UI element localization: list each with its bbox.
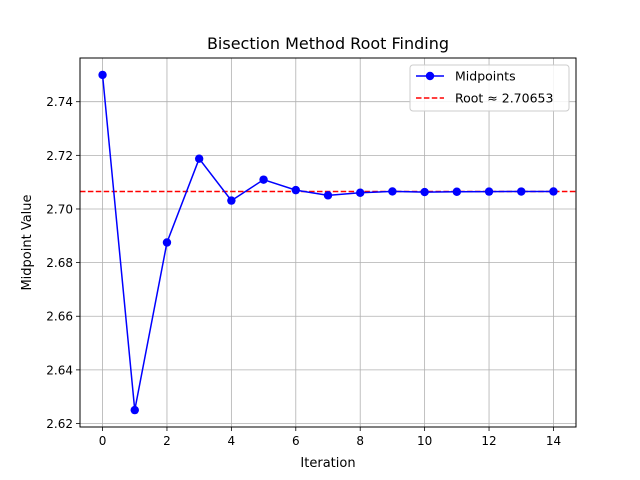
x-tick-label: 12 <box>481 434 496 448</box>
x-tick-label: 10 <box>417 434 432 448</box>
y-tick-label: 2.72 <box>46 149 73 163</box>
midpoint-marker <box>323 191 333 200</box>
midpoint-marker <box>259 175 268 184</box>
x-tick-label: 6 <box>292 434 300 448</box>
midpoint-marker <box>549 187 558 196</box>
series-layer <box>98 70 558 415</box>
y-axis-label: Midpoint Value <box>20 194 35 290</box>
midpoint-marker <box>356 188 365 197</box>
x-axis-label: Iteration <box>300 456 355 471</box>
chart-title: Bisection Method Root Finding <box>207 34 449 53</box>
legend-box <box>409 64 570 112</box>
midpoint-marker <box>484 187 494 196</box>
y-tick-label: 2.64 <box>46 363 73 377</box>
x-tick-label: 2 <box>163 434 171 448</box>
midpoint-marker <box>162 238 172 247</box>
grid-lines <box>80 58 576 427</box>
midpoint-marker <box>194 154 204 163</box>
midpoint-marker <box>452 187 462 196</box>
midpoint-marker <box>420 187 429 197</box>
x-tick-label: 8 <box>356 434 364 448</box>
x-tick-label: 14 <box>546 434 561 448</box>
legend-midpoints-label: Midpoints <box>455 69 516 84</box>
plot-frame <box>79 57 577 428</box>
y-tick-label: 2.70 <box>46 202 73 216</box>
y-tick-label: 2.62 <box>46 417 73 431</box>
legend: Midpoints Root ≈ 2.70653 <box>409 64 570 112</box>
midpoint-marker <box>517 187 526 196</box>
plot-area-background <box>80 58 576 427</box>
x-tick-label: 4 <box>228 434 236 448</box>
midpoint-marker <box>291 185 300 195</box>
midpoint-marker <box>227 196 236 205</box>
midpoint-marker <box>98 70 107 80</box>
midpoint-marker <box>388 187 397 196</box>
x-axis-ticks: 0 2 4 6 8 10 12 14 <box>99 427 561 448</box>
midpoint-marker <box>130 405 139 415</box>
legend-midpoints-marker <box>425 71 435 81</box>
y-tick-label: 2.66 <box>46 310 73 324</box>
legend-root-label: Root ≈ 2.70653 <box>455 91 553 106</box>
y-axis-ticks: 2.62 2.64 2.66 2.68 2.70 2.72 2.74 <box>46 95 80 431</box>
y-tick-label: 2.74 <box>46 95 73 109</box>
x-tick-label: 0 <box>99 434 107 448</box>
y-tick-label: 2.68 <box>46 256 73 270</box>
